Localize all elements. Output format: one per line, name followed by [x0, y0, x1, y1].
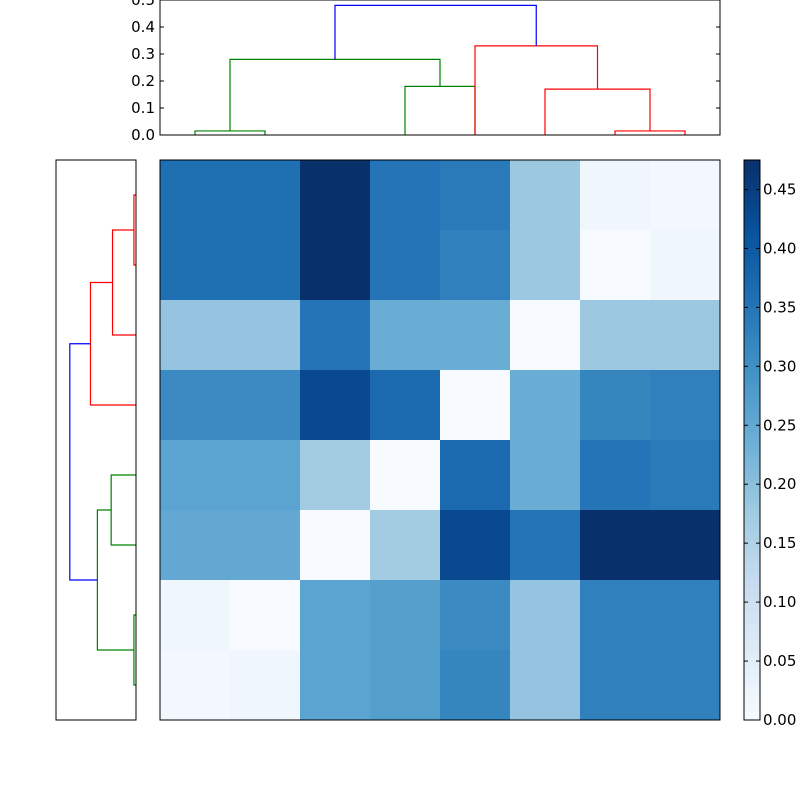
heatmap-cell: [510, 160, 581, 231]
heatmap-cell: [650, 370, 721, 441]
top-dendrogram-tick-label: 0.1: [131, 99, 155, 117]
colorbar-tick-label: 0.00: [763, 711, 796, 729]
heatmap-cell: [580, 650, 651, 721]
heatmap-cell: [370, 510, 441, 581]
heatmap-cell: [300, 650, 371, 721]
heatmap-cell: [300, 510, 371, 581]
top-dendrogram-tick-label: 0.4: [131, 18, 155, 36]
heatmap-cell: [510, 370, 581, 441]
top-dendrogram-frame: [159, 0, 721, 136]
heatmap-cell: [440, 160, 511, 231]
heatmap-cell: [160, 160, 231, 231]
heatmap-cell: [440, 650, 511, 721]
colorbar-gradient: [743, 159, 761, 721]
heatmap-cell: [440, 370, 511, 441]
left-dendrogram: [55, 159, 137, 721]
heatmap-cell: [300, 300, 371, 371]
heatmap-cell: [440, 580, 511, 651]
heatmap-cell: [230, 580, 301, 651]
heatmap-cell: [230, 300, 301, 371]
top-dendrogram-tick-label: 0.2: [131, 72, 155, 90]
heatmap-cell: [370, 160, 441, 231]
heatmap-cell: [440, 300, 511, 371]
heatmap-cell: [300, 370, 371, 441]
heatmap-cell: [300, 160, 371, 231]
heatmap-cell: [510, 650, 581, 721]
colorbar: 0.00 0.05 0.10 0.15 0.20 0.25 0.30 0.35 0.40 0.45: [743, 159, 796, 729]
left-dendrogram-link: [69, 343, 98, 581]
heatmap-cell: [650, 440, 721, 511]
heatmap-cell: [230, 440, 301, 511]
heatmap-cell: [510, 230, 581, 301]
heatmap-cell: [370, 580, 441, 651]
heatmap-cell: [650, 230, 721, 301]
heatmap-cell: [580, 580, 651, 651]
heatmap-cell: [160, 300, 231, 371]
colorbar-tick-label: 0.10: [763, 593, 796, 611]
heatmap-cell: [300, 440, 371, 511]
top-dendrogram-link: [334, 4, 537, 60]
heatmap-cell: [580, 160, 651, 231]
left-dendrogram-frame: [55, 159, 137, 721]
heatmap-cell: [440, 510, 511, 581]
heatmap: [159, 159, 721, 721]
heatmap-cell: [370, 440, 441, 511]
heatmap-cell: [230, 230, 301, 301]
heatmap-cell: [300, 230, 371, 301]
heatmap-cell: [650, 300, 721, 371]
colorbar-tick-label: 0.25: [763, 416, 796, 434]
heatmap-frame: [159, 159, 721, 721]
heatmap-cell: [160, 650, 231, 721]
heatmap-cell: [440, 440, 511, 511]
heatmap-cell: [300, 580, 371, 651]
heatmap-cell: [650, 160, 721, 231]
heatmap-cell: [650, 510, 721, 581]
top-dendrogram-tick-label: 0.5: [131, 0, 155, 9]
heatmap-cell: [370, 230, 441, 301]
heatmap-cell: [580, 300, 651, 371]
heatmap-cell: [160, 370, 231, 441]
heatmap-cell: [230, 650, 301, 721]
heatmap-cell: [580, 370, 651, 441]
heatmap-cell: [580, 510, 651, 581]
heatmap-cell: [230, 510, 301, 581]
colorbar-tick-label: 0.15: [763, 534, 796, 552]
colorbar-tick-label: 0.20: [763, 475, 796, 493]
top-dendrogram: 0.0 0.1 0.2 0.3 0.4 0.5: [131, 0, 721, 144]
heatmap-cell: [160, 230, 231, 301]
heatmap-cell: [160, 580, 231, 651]
heatmap-cell: [650, 580, 721, 651]
colorbar-tick-label: 0.05: [763, 652, 796, 670]
heatmap-cell: [510, 440, 581, 511]
colorbar-tick-label: 0.45: [763, 180, 796, 198]
heatmap-cell: [580, 230, 651, 301]
heatmap-cell: [440, 230, 511, 301]
heatmap-cell: [510, 300, 581, 371]
colorbar-tick-label: 0.30: [763, 357, 796, 375]
top-dendrogram-tick-label: 0.0: [131, 126, 155, 144]
colorbar-tick-label: 0.40: [763, 239, 796, 257]
heatmap-cell: [370, 300, 441, 371]
heatmap-cell: [510, 580, 581, 651]
heatmap-cell: [650, 650, 721, 721]
heatmap-cell: [230, 160, 301, 231]
colorbar-tick-label: 0.35: [763, 298, 796, 316]
heatmap-cell: [510, 510, 581, 581]
heatmap-cell: [230, 370, 301, 441]
heatmap-cell: [370, 370, 441, 441]
heatmap-cell: [580, 440, 651, 511]
heatmap-cell: [160, 510, 231, 581]
heatmap-cell: [370, 650, 441, 721]
heatmap-cell: [160, 440, 231, 511]
top-dendrogram-tick-label: 0.3: [131, 45, 155, 63]
